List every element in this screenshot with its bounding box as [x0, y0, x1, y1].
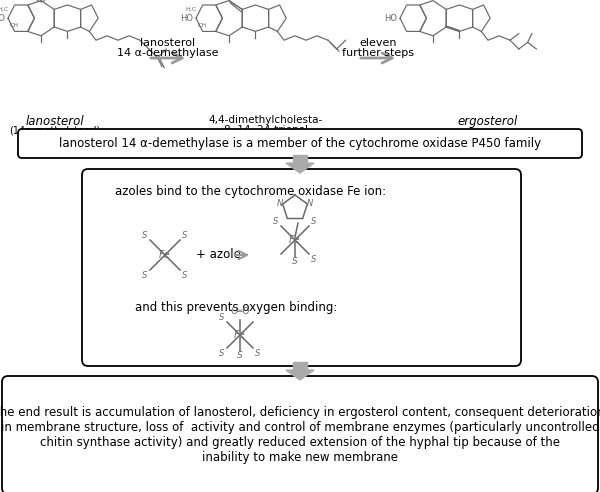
Text: 4,4-dimethylcholesta-: 4,4-dimethylcholesta- [209, 115, 323, 125]
Text: N: N [307, 199, 313, 209]
Text: (14α-methylsterol): (14α-methylsterol) [10, 126, 101, 136]
Text: S: S [142, 271, 148, 279]
Text: S: S [182, 271, 188, 279]
Text: O═O: O═O [230, 308, 250, 316]
Polygon shape [293, 362, 307, 370]
Text: Fe: Fe [289, 235, 301, 245]
Text: CH: CH [198, 23, 207, 28]
Text: lanosterol 14 α-demethylase is a member of the cytochrome oxidase P450 family: lanosterol 14 α-demethylase is a member … [59, 137, 541, 150]
Text: CH: CH [10, 23, 19, 28]
Text: 14 α-demethylase: 14 α-demethylase [117, 48, 219, 58]
Polygon shape [286, 370, 314, 380]
Text: S: S [311, 216, 317, 225]
Text: Fe: Fe [159, 250, 171, 260]
Text: HO: HO [384, 14, 397, 23]
Text: HO: HO [180, 14, 193, 23]
Text: eleven: eleven [359, 38, 397, 48]
Text: S: S [292, 256, 298, 266]
Text: the end result is accumulation of lanosterol, deficiency in ergosterol content, : the end result is accumulation of lanost… [0, 406, 600, 464]
FancyBboxPatch shape [2, 376, 598, 492]
Text: Fe: Fe [234, 330, 246, 340]
Text: S: S [142, 230, 148, 240]
Text: S: S [256, 348, 260, 358]
FancyBboxPatch shape [18, 129, 582, 158]
Text: HO: HO [0, 14, 5, 23]
Polygon shape [286, 163, 314, 173]
Text: S: S [220, 312, 224, 321]
Text: H,C: H,C [0, 7, 8, 12]
Text: lanosterol: lanosterol [26, 115, 85, 128]
Text: S: S [311, 254, 317, 264]
Text: + azole: + azole [196, 248, 241, 262]
Text: S: S [182, 230, 188, 240]
Text: further steps: further steps [342, 48, 414, 58]
FancyBboxPatch shape [82, 169, 521, 366]
Text: azoles bind to the cytochrome oxidase Fe ion:: azoles bind to the cytochrome oxidase Fe… [115, 185, 386, 198]
Polygon shape [293, 155, 307, 163]
Text: and this prevents oxygen binding:: and this prevents oxygen binding: [135, 302, 337, 314]
Text: lanosterol: lanosterol [140, 38, 196, 48]
Text: 8, 14, 24-trienol: 8, 14, 24-trienol [224, 125, 308, 135]
Text: S: S [220, 348, 224, 358]
Text: ergosterol: ergosterol [458, 115, 518, 128]
Text: H,C: H,C [185, 7, 196, 12]
Text: S: S [274, 216, 278, 225]
Text: S: S [237, 350, 243, 360]
Text: N: N [277, 199, 283, 209]
